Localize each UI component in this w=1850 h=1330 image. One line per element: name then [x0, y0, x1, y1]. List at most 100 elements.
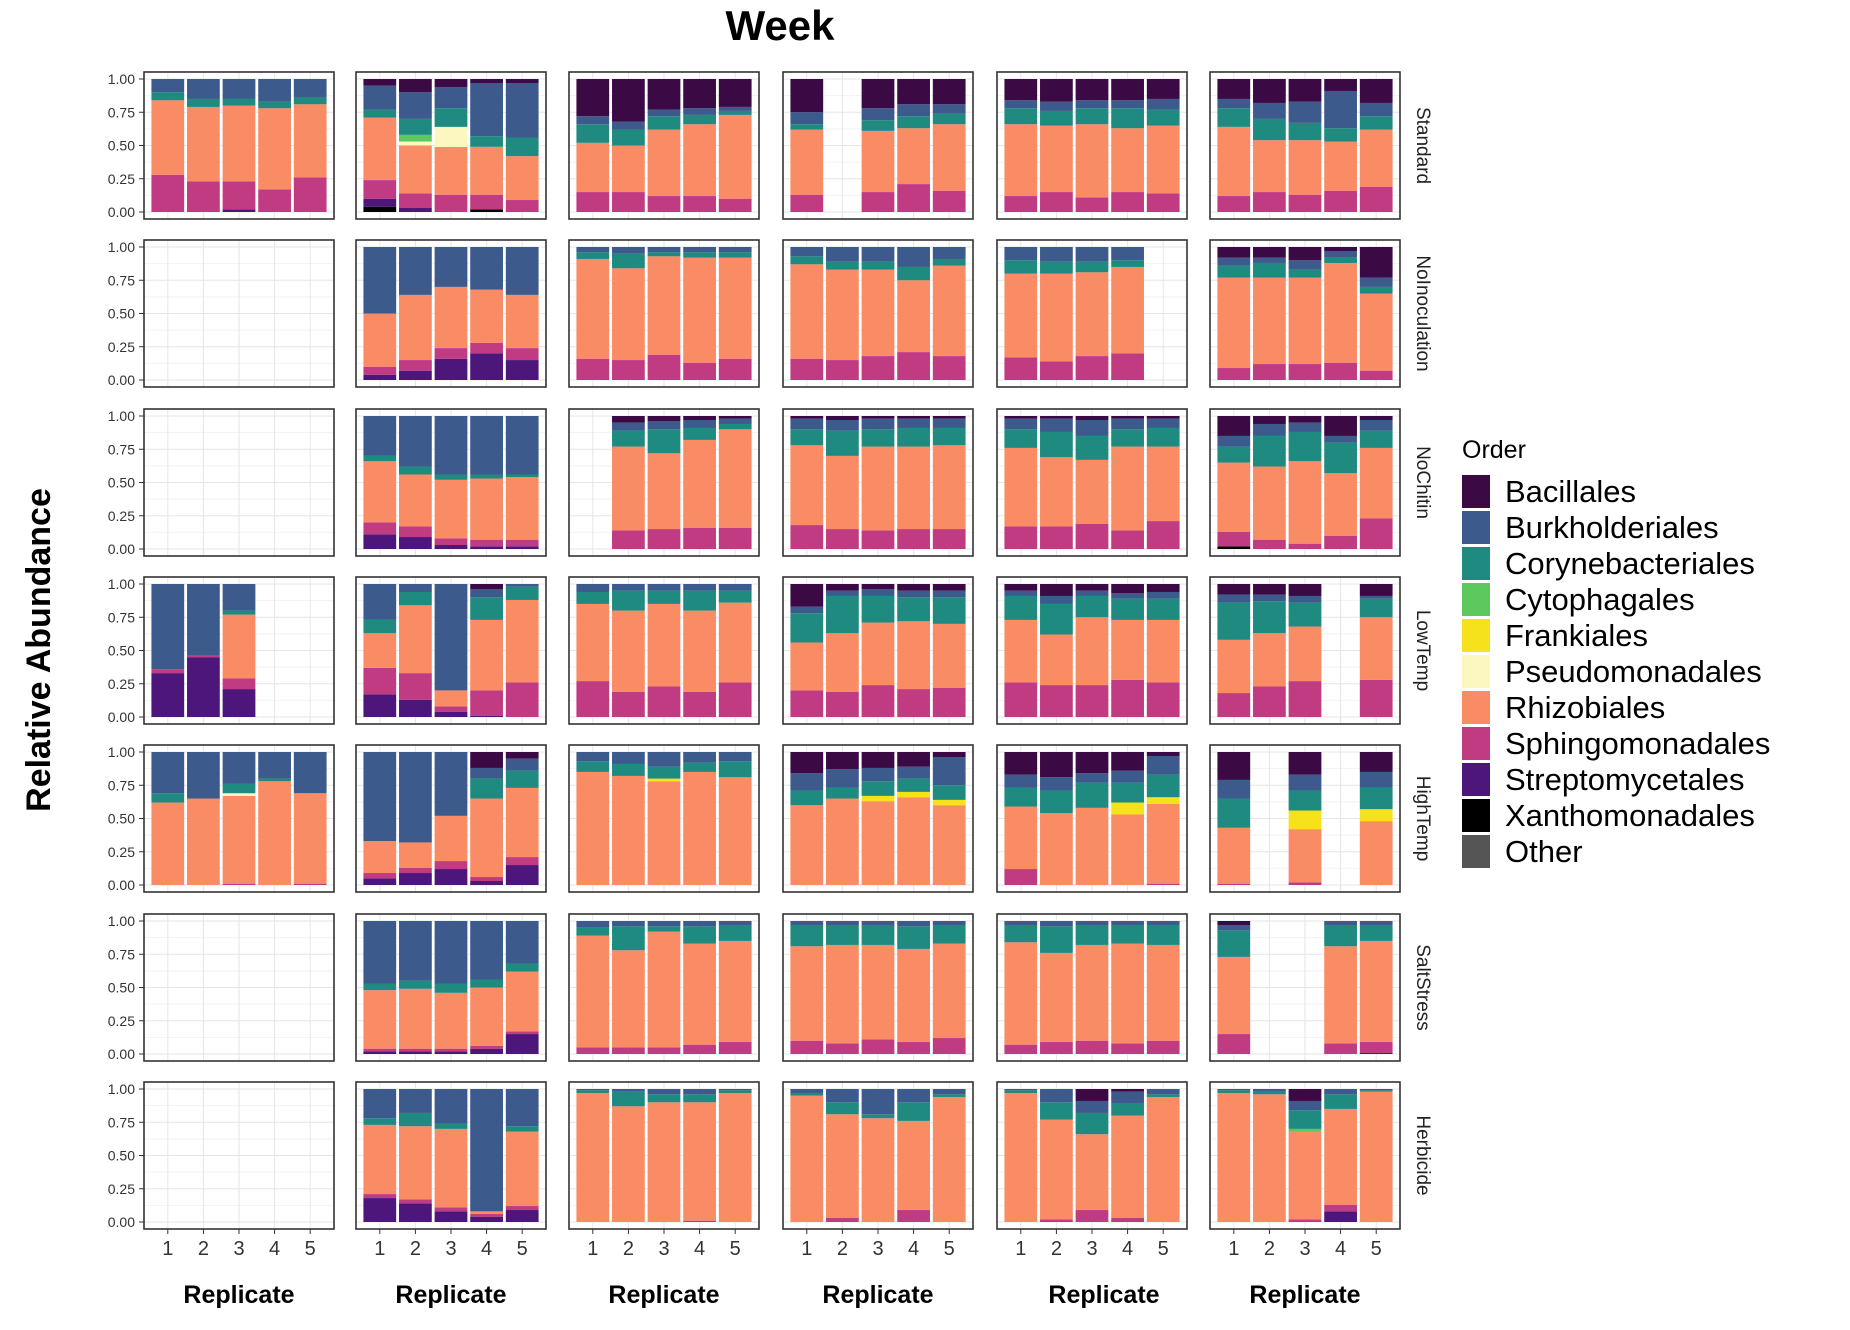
- bar-segment: [434, 992, 468, 1049]
- bar-segment: [647, 196, 681, 212]
- bar-segment: [434, 690, 468, 707]
- bar-segment: [1004, 79, 1038, 101]
- bar-segment: [826, 247, 859, 262]
- bar-segment: [683, 762, 716, 772]
- bar-segment: [647, 252, 681, 257]
- bar-segment: [718, 1042, 752, 1054]
- bar-segment: [1075, 261, 1109, 273]
- bar-segment: [505, 156, 539, 201]
- bar-segment: [1359, 921, 1393, 925]
- bar-segment: [470, 584, 503, 590]
- bar-segment: [399, 208, 432, 212]
- bar-segment: [683, 584, 716, 591]
- bar-segment: [222, 689, 256, 717]
- bar-segment: [790, 773, 824, 791]
- bar-segment: [1075, 685, 1109, 717]
- bar-segment: [293, 97, 327, 105]
- bar-segment: [1111, 593, 1144, 599]
- x-tick-label: 1: [1228, 1238, 1239, 1260]
- bar-segment: [1040, 813, 1073, 885]
- legend-label: Other: [1505, 834, 1583, 869]
- bar-segment: [861, 79, 895, 109]
- bar-segment: [1359, 129, 1393, 187]
- bar-segment: [1253, 466, 1286, 540]
- bar-segment: [470, 921, 503, 980]
- bar-segment: [1288, 364, 1322, 380]
- bar-segment: [647, 781, 681, 885]
- bar-segment: [293, 752, 327, 794]
- bar-segment: [1111, 1218, 1144, 1222]
- bar-segment: [1040, 101, 1073, 111]
- bar-segment: [1111, 79, 1144, 101]
- y-tick-label: 0.25: [108, 1181, 135, 1197]
- bar-segment: [647, 354, 681, 380]
- bar-segment: [434, 348, 468, 359]
- legend-swatch: [1462, 655, 1490, 688]
- bar-segment: [399, 294, 432, 361]
- bar-segment: [363, 180, 397, 199]
- bar-segment: [1075, 79, 1109, 101]
- bar-segment: [576, 584, 610, 592]
- bar-segment: [363, 878, 397, 885]
- bar-segment: [612, 1047, 645, 1054]
- bar-segment: [897, 128, 930, 185]
- bar-segment: [434, 79, 468, 87]
- legend-swatch: [1462, 799, 1490, 832]
- bar-segment: [363, 522, 397, 535]
- bar-segment: [434, 711, 468, 717]
- bar-segment: [1359, 286, 1393, 294]
- bar-segment: [897, 621, 930, 690]
- bar-segment: [293, 793, 327, 884]
- panel-border: [143, 913, 335, 1062]
- legend-label: Sphingomonadales: [1505, 726, 1770, 761]
- y-tick-label: 0.75: [108, 1114, 135, 1130]
- y-tick-label: 1.00: [108, 239, 135, 255]
- bar-segment: [1288, 1110, 1322, 1129]
- bar-segment: [363, 198, 397, 207]
- bar-segment: [505, 137, 539, 157]
- bar-segment: [363, 1124, 397, 1195]
- panel-border: [782, 576, 974, 725]
- y-tick-label: 0.75: [108, 272, 135, 288]
- bar-segment: [897, 116, 930, 129]
- bar-segment: [647, 686, 681, 717]
- bar-segment: [1146, 921, 1180, 925]
- bar-segment: [1217, 98, 1251, 109]
- legend-swatch: [1462, 619, 1490, 652]
- bar-segment: [826, 769, 859, 788]
- bar-segment: [1217, 126, 1251, 197]
- legend-item: Streptomycetales: [1462, 762, 1745, 797]
- bar-segment: [1075, 100, 1109, 109]
- legend-swatch: [1462, 583, 1490, 616]
- bar-segment: [434, 815, 468, 862]
- bar-segment: [897, 797, 930, 885]
- bar-segment: [151, 752, 185, 794]
- bar-segment: [612, 79, 645, 122]
- bar-segment: [505, 865, 539, 885]
- facet-panel: [782, 408, 974, 557]
- bar-segment: [932, 590, 966, 598]
- bar-segment: [861, 446, 895, 531]
- bar-segment: [718, 358, 752, 380]
- bar-segment: [1146, 446, 1180, 522]
- bar-segment: [1359, 416, 1393, 420]
- bar-segment: [434, 126, 468, 147]
- bar-segment: [434, 1089, 468, 1124]
- facet-panel: [568, 71, 760, 220]
- bar-segment: [363, 990, 397, 1049]
- bar-segment: [505, 546, 539, 549]
- bar-segment: [1075, 108, 1109, 125]
- bar-segment: [1075, 595, 1109, 618]
- bar-segment: [1004, 108, 1038, 125]
- bar-segment: [1217, 546, 1251, 549]
- bar-segment: [1040, 457, 1073, 527]
- bar-segment: [790, 690, 824, 717]
- bar-segment: [1217, 247, 1251, 258]
- bar-segment: [897, 266, 930, 281]
- bar-segment: [293, 177, 327, 212]
- bar-segment: [1040, 685, 1073, 717]
- bar-segment: [1324, 442, 1357, 474]
- facet-panel: [782, 744, 974, 893]
- bar-segment: [576, 927, 610, 936]
